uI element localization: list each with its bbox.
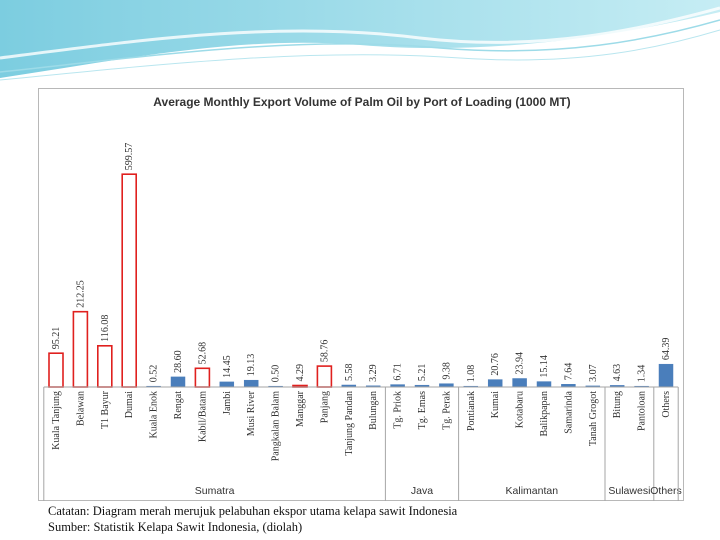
value-label: 64.39 — [661, 338, 672, 361]
value-label: 7.64 — [563, 363, 574, 381]
category-label: Kuala Enok — [149, 391, 160, 439]
chart-source: Sumber: Statistik Kelapa Sawit Indonesia… — [48, 520, 303, 534]
value-label: 4.29 — [295, 364, 306, 382]
category-label: Bulungan — [368, 391, 379, 430]
value-label: 1.08 — [466, 365, 477, 383]
bar-belawan — [72, 310, 89, 388]
bar-chart: 95.21 Kuala Tanjung 212.25 Belawan 116.08 T1 … — [43, 143, 682, 501]
category-label: Tg. Priok — [393, 391, 404, 429]
bar-musi-river — [243, 379, 259, 388]
bar-kotabaru — [512, 378, 527, 388]
value-label: 14.45 — [222, 355, 233, 378]
category-label: Manggar — [295, 390, 306, 427]
chart-title: Average Monthly Export Volume of Palm Oi… — [153, 95, 571, 109]
category-label: Kumai — [490, 391, 501, 418]
category-label: Balikpapan — [539, 391, 550, 437]
value-label: 0.52 — [149, 365, 160, 383]
value-label: 116.08 — [100, 315, 111, 342]
category-label: Rengat — [173, 391, 184, 420]
bar-dumai — [121, 173, 137, 388]
category-label: Belawan — [75, 391, 86, 426]
bar-rengat — [170, 376, 186, 388]
group-label-others: Others — [650, 485, 682, 497]
category-label: Dumai — [124, 391, 135, 418]
value-label: 9.38 — [441, 362, 452, 380]
value-label: 23.94 — [515, 352, 526, 375]
value-label: 19.13 — [246, 354, 257, 377]
bar-kabil-batam — [194, 367, 211, 388]
value-label: 3.07 — [588, 364, 599, 382]
bar-kumai — [487, 379, 503, 388]
decorative-wave-banner — [0, 0, 720, 81]
value-label: 5.21 — [417, 364, 428, 382]
bar-jambi — [219, 381, 235, 388]
value-label: 95.21 — [51, 327, 62, 350]
category-label: Tg. Emas — [417, 391, 428, 429]
value-label: 4.63 — [612, 364, 623, 382]
value-label: 212.25 — [75, 280, 86, 308]
category-label: Musi River — [246, 390, 257, 436]
category-label: Tanah Grogot — [588, 391, 599, 446]
category-label: Tanjung Pandan — [344, 391, 355, 456]
category-label: Panjang — [319, 391, 330, 423]
value-label: 3.29 — [368, 364, 379, 382]
value-label: 58.76 — [319, 340, 330, 363]
value-label: 6.71 — [393, 363, 404, 381]
value-label: 52.68 — [197, 342, 208, 365]
bar-balikpapan — [536, 381, 552, 388]
value-label: 1.34 — [637, 365, 648, 383]
value-label: 15.14 — [539, 355, 550, 378]
group-label-sumatra: Sumatra — [195, 485, 235, 497]
value-label: 20.76 — [490, 353, 501, 376]
value-label: 5.58 — [344, 364, 355, 382]
bar-others — [658, 363, 674, 388]
bar-t1-bayur — [96, 344, 113, 388]
category-label: Pangkalan Balam — [271, 391, 282, 461]
category-label: Jambi — [222, 391, 233, 415]
category-label: Others — [661, 391, 672, 418]
category-label: T1 Bayur — [100, 390, 111, 429]
group-label-java: Java — [411, 485, 433, 497]
chart-note: Catatan: Diagram merah merujuk pelabuhan… — [48, 504, 458, 518]
group-label-kalimantan: Kalimantan — [506, 485, 559, 497]
value-label: 599.57 — [124, 143, 135, 171]
category-label: Samarinda — [563, 390, 574, 433]
category-label: Kotabaru — [515, 391, 526, 428]
category-label: Kuala Tanjung — [51, 391, 62, 450]
value-label: 28.60 — [173, 350, 184, 373]
chart-frame: Average Monthly Export Volume of Palm Oi… — [38, 88, 684, 501]
bar-kuala-tanjung — [48, 352, 64, 388]
group-label-sulawesi: Sulawesi — [608, 485, 650, 497]
value-label: 0.50 — [271, 365, 282, 383]
category-label: Pontianak — [466, 391, 477, 431]
category-label: Pantoloan — [637, 391, 648, 431]
category-label: Kabil/Batam — [197, 391, 208, 442]
category-label: Bitung — [612, 391, 623, 418]
bar-panjang — [316, 365, 333, 388]
category-label: Tg. Perak — [441, 391, 452, 430]
